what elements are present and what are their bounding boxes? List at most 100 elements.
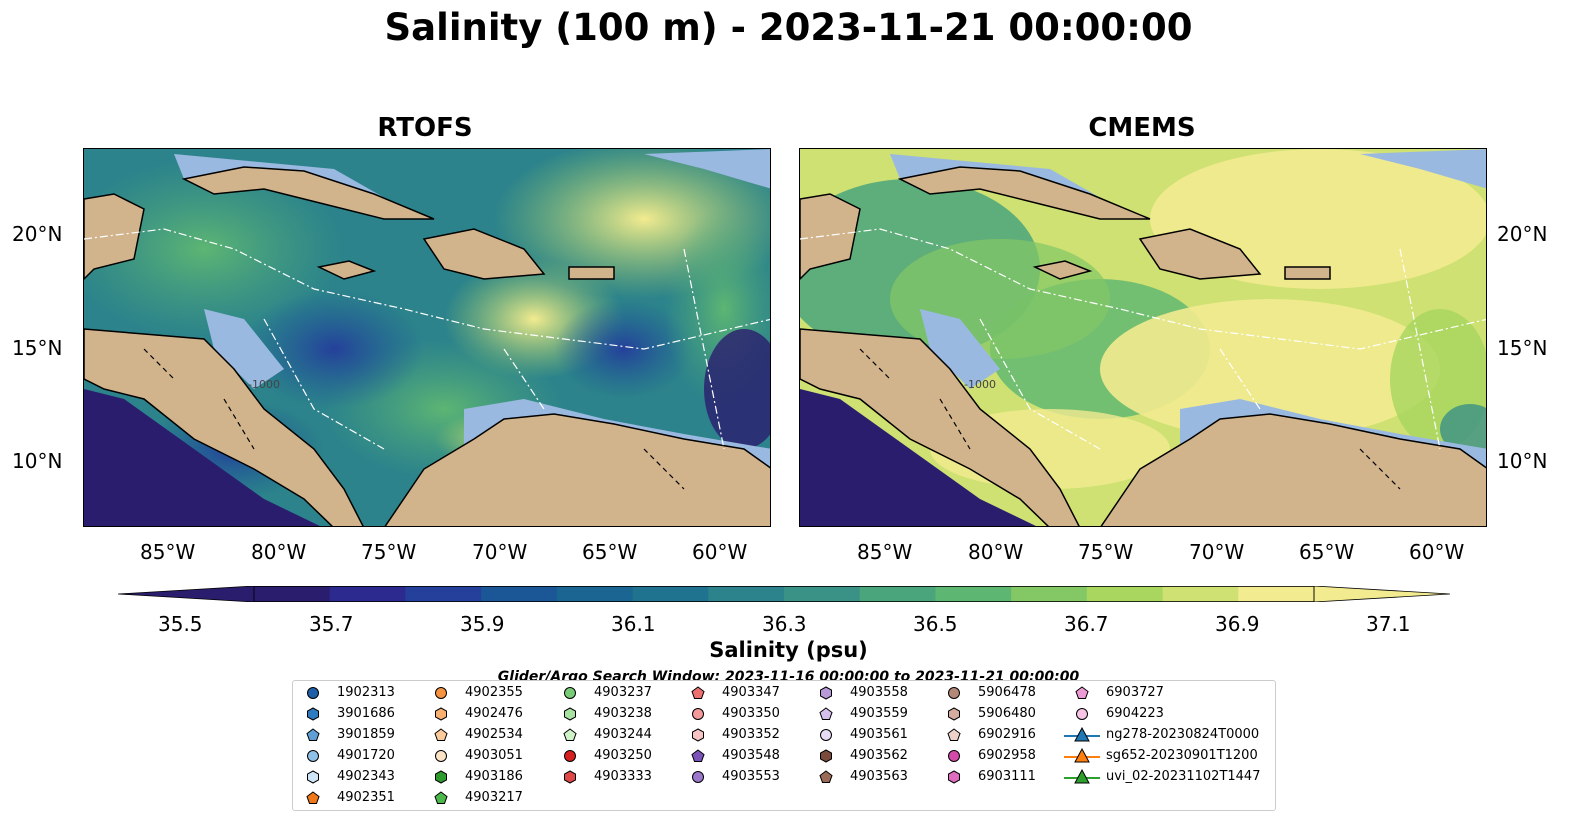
legend-marker-icon — [820, 686, 832, 700]
colorbar-tick-label: 37.1 — [1366, 612, 1411, 636]
legend-marker-icon — [691, 749, 705, 762]
legend-item-label: 4903548 — [722, 748, 780, 763]
legend-marker-icon — [435, 687, 447, 699]
legend-item-label: 3901686 — [337, 706, 395, 721]
lat-tick-label: 20°N — [1497, 222, 1548, 246]
lat-tick-label: 10°N — [1497, 449, 1548, 473]
legend-item-label: 3901859 — [337, 727, 395, 742]
colorbar-title: Salinity (psu) — [709, 638, 868, 662]
lon-tick-label: 85°W — [140, 540, 196, 564]
legend-item-label: 4902534 — [465, 727, 523, 742]
colorbar-segment — [405, 586, 482, 602]
legend-item-label: 5906478 — [978, 685, 1036, 700]
legend-marker-icon — [435, 707, 447, 721]
panel-title-cmems: CMEMS — [1088, 113, 1196, 143]
lon-tick-label: 60°W — [692, 540, 748, 564]
legend-marker-icon — [307, 707, 319, 721]
lon-tick-label: 85°W — [857, 540, 913, 564]
legend-item-label: 4902343 — [337, 769, 395, 784]
cmems-map-canvas — [800, 149, 1486, 526]
lat-tick-label: 20°N — [12, 222, 63, 246]
legend-marker-icon — [307, 687, 319, 699]
legend-marker-icon — [564, 750, 576, 762]
legend-marker-icon — [434, 728, 448, 741]
legend-item-label: uvi_02-20231102T1447 — [1106, 769, 1261, 784]
colorbar-segment — [632, 586, 709, 602]
colorbar — [118, 586, 1450, 602]
panel-title-rtofs: RTOFS — [377, 113, 473, 143]
colorbar-tick-label: 36.9 — [1215, 612, 1260, 636]
legend-item-label: 6904223 — [1106, 706, 1164, 721]
legend-item-label: 6903727 — [1106, 685, 1164, 700]
colorbar-segment — [859, 586, 936, 602]
legend-item-label: 4902476 — [465, 706, 523, 721]
legend-item-label: 4902355 — [465, 685, 523, 700]
legend-marker-icon — [563, 728, 577, 741]
legend-item-label: 4903186 — [465, 769, 523, 784]
lon-tick-label: 80°W — [968, 540, 1024, 564]
legend-item-label: 4903352 — [722, 727, 780, 742]
colorbar-segment — [1238, 586, 1315, 602]
colorbar-segment — [784, 586, 861, 602]
legend-item-label: 4901720 — [337, 748, 395, 763]
colorbar-segment — [935, 586, 1012, 602]
colorbar-extend-low — [118, 586, 255, 602]
legend-marker-icon — [947, 728, 961, 741]
colorbar-frame — [253, 586, 1315, 602]
colorbar-segment — [329, 586, 406, 602]
lat-tick-label: 15°N — [12, 336, 63, 360]
legend: 1902313 3901686 3901859 4901720 4902343 49023… — [292, 680, 1276, 811]
legend-item-label: 4903217 — [465, 790, 523, 805]
legend-marker-icon — [434, 791, 448, 804]
legend-item-label: 4903244 — [594, 727, 652, 742]
colorbar-segment — [708, 586, 785, 602]
legend-marker-icon — [1064, 727, 1100, 742]
colorbar-tick-label: 35.5 — [158, 612, 203, 636]
legend-marker-icon — [307, 750, 319, 762]
legend-marker-icon — [820, 729, 832, 741]
legend-marker-icon — [948, 770, 960, 784]
legend-marker-icon — [306, 791, 320, 804]
colorbar-tick-label: 35.9 — [460, 612, 505, 636]
lon-tick-label: 60°W — [1409, 540, 1465, 564]
legend-marker-icon — [1064, 748, 1100, 763]
colorbar-tick-label: 35.7 — [309, 612, 354, 636]
rtofs-contour-label: -1000 — [248, 378, 280, 391]
colorbar-tick-label: 36.5 — [913, 612, 958, 636]
legend-item-label: ng278-20230824T0000 — [1106, 727, 1260, 742]
rtofs-map-canvas — [84, 149, 770, 526]
legend-marker-icon — [819, 707, 833, 720]
legend-marker-icon — [692, 771, 704, 783]
legend-item-label: 4902351 — [337, 790, 395, 805]
legend-item-label: 5906480 — [978, 706, 1036, 721]
legend-item-label: sg652-20230901T1200 — [1106, 748, 1258, 763]
legend-item-label: 6902958 — [978, 748, 1036, 763]
figure-title: Salinity (100 m) - 2023-11-21 00:00:00 — [384, 6, 1193, 49]
legend-item-label: 6902916 — [978, 727, 1036, 742]
rtofs-map — [83, 148, 771, 527]
legend-item-label: 6903111 — [978, 769, 1036, 784]
legend-item-label: 4903051 — [465, 748, 523, 763]
lon-tick-label: 75°W — [361, 540, 417, 564]
legend-item-label: 4903250 — [594, 748, 652, 763]
legend-marker-icon — [307, 770, 319, 784]
legend-marker-icon — [819, 770, 833, 783]
legend-marker-icon — [691, 686, 705, 699]
legend-marker-icon — [435, 750, 447, 762]
colorbar-segment — [1011, 586, 1088, 602]
legend-item-label: 4903237 — [594, 685, 652, 700]
colorbar-segment — [481, 586, 558, 602]
legend-item-label: 4903333 — [594, 769, 652, 784]
colorbar-segment — [254, 586, 331, 602]
cmems-contour-label: -1000 — [964, 378, 996, 391]
legend-marker-icon — [948, 707, 960, 721]
legend-item-label: 4903347 — [722, 685, 780, 700]
legend-marker-icon — [948, 687, 960, 699]
legend-marker-icon — [1064, 769, 1100, 784]
lon-tick-label: 70°W — [472, 540, 528, 564]
legend-item-label: 4903559 — [850, 706, 908, 721]
lon-tick-label: 65°W — [582, 540, 638, 564]
colorbar-tick-label: 36.3 — [762, 612, 807, 636]
lon-tick-label: 65°W — [1299, 540, 1355, 564]
legend-item-label: 4903562 — [850, 748, 908, 763]
